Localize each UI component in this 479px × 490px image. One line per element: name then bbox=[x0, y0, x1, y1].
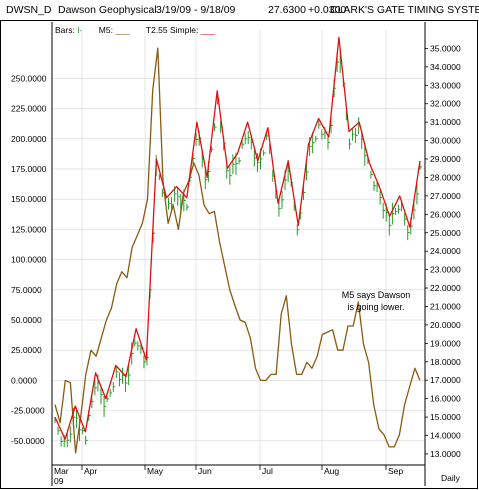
right-tick-label: 23.0000 bbox=[430, 265, 461, 275]
right-tick-label: 31.0000 bbox=[430, 117, 461, 127]
t2-series-line bbox=[54, 36, 421, 440]
x-tick-label: Apr bbox=[84, 466, 97, 476]
m5-series-line bbox=[54, 47, 421, 454]
right-tick-label: 26.0000 bbox=[430, 209, 461, 219]
left-tick-label: 100.0000 bbox=[11, 255, 47, 265]
right-tick-label: 25.0000 bbox=[430, 228, 461, 238]
right-tick-label: 18.0000 bbox=[430, 357, 461, 367]
left-tick-label: 50.0000 bbox=[11, 315, 42, 325]
right-tick-label: 32.0000 bbox=[430, 99, 461, 109]
chart-frame bbox=[0, 20, 478, 489]
left-tick-label: 250.0000 bbox=[11, 73, 47, 83]
system-title: CLARK'S GATE TIMING SYSTEM © bbox=[330, 4, 479, 16]
legend-bars-key: I- bbox=[77, 25, 83, 35]
periodicity-label: Daily bbox=[441, 473, 461, 483]
left-tick-label: -25.0000 bbox=[11, 406, 45, 416]
left-tick-label: 75.0000 bbox=[11, 285, 42, 295]
right-tick-label: 21.0000 bbox=[430, 301, 461, 311]
annotation-line-1: M5 says Dawson bbox=[342, 290, 411, 300]
chart-header: DWSN_D Dawson Geophysical 3/19/09 - 9/18… bbox=[0, 0, 479, 20]
x-tick-label: Sep bbox=[388, 466, 403, 476]
right-tick-label: 30.0000 bbox=[430, 136, 461, 146]
right-tick-label: 19.0000 bbox=[430, 338, 461, 348]
right-tick-label: 34.0000 bbox=[430, 62, 461, 72]
x-tick-label: Aug bbox=[324, 466, 339, 476]
legend-m5-key: ___ bbox=[115, 25, 130, 35]
company-name: Dawson Geophysical bbox=[58, 4, 157, 16]
last-price: 27.6300 bbox=[268, 4, 306, 16]
legend: Bars: I- M5: ___ T2.55 Simple: ___ bbox=[55, 25, 215, 35]
x-tick-label: May bbox=[147, 466, 164, 476]
x-tick-label: Jun bbox=[198, 466, 212, 476]
symbol-label: DWSN_D bbox=[6, 4, 52, 16]
t2-line bbox=[54, 36, 421, 440]
price-bars bbox=[54, 51, 422, 448]
right-tick-label: 35.0000 bbox=[430, 43, 461, 53]
axes bbox=[51, 22, 428, 486]
legend-t2-key: ___ bbox=[200, 25, 215, 35]
m5-line bbox=[54, 47, 421, 454]
right-tick-label: 13.0000 bbox=[430, 449, 461, 459]
grid-lines bbox=[52, 30, 425, 465]
right-tick-label: 22.0000 bbox=[430, 283, 461, 293]
annotation-line-2: is going lower. bbox=[347, 302, 404, 312]
right-tick-label: 15.0000 bbox=[430, 412, 461, 422]
right-tick-label: 14.0000 bbox=[430, 431, 461, 441]
right-tick-label: 33.0000 bbox=[430, 80, 461, 90]
left-tick-label: 175.0000 bbox=[11, 164, 47, 174]
left-axis-labels: -50.0000 -25.0000 0.0000 25.0000 50.0000 75.0… bbox=[11, 73, 47, 446]
legend-t2-label: T2.55 Simple: bbox=[145, 25, 199, 35]
x-axis-labels: Mar Apr May Jun Jul Aug Sep 09 bbox=[54, 466, 403, 486]
right-tick-label: 24.0000 bbox=[430, 246, 461, 256]
left-tick-label: 225.0000 bbox=[11, 104, 47, 114]
x-tick-label: Mar bbox=[54, 466, 69, 476]
price-change: +0.0300 bbox=[308, 4, 347, 16]
left-tick-label: 125.0000 bbox=[11, 224, 47, 234]
right-tick-label: 28.0000 bbox=[430, 172, 461, 182]
legend-m5-label: M5: bbox=[98, 25, 113, 35]
x-tick-label: Jul bbox=[262, 466, 273, 476]
date-range: 3/19/09 - 9/18/09 bbox=[156, 4, 236, 16]
right-tick-label: 16.0000 bbox=[430, 394, 461, 404]
x-year-label: 09 bbox=[54, 476, 64, 486]
legend-bars-label: Bars: bbox=[55, 25, 75, 35]
left-tick-label: -50.0000 bbox=[11, 436, 45, 446]
left-tick-label: 150.0000 bbox=[11, 194, 47, 204]
left-tick-label: 0.0000 bbox=[11, 375, 37, 385]
right-tick-label: 29.0000 bbox=[430, 154, 461, 164]
right-tick-label: 17.0000 bbox=[430, 375, 461, 385]
left-tick-label: 200.0000 bbox=[11, 134, 47, 144]
right-tick-label: 27.0000 bbox=[430, 191, 461, 201]
right-axis-labels: 13.0000 14.0000 15.0000 16.0000 17.0000 18.00… bbox=[430, 43, 461, 459]
left-tick-label: 25.0000 bbox=[11, 345, 42, 355]
right-tick-label: 20.0000 bbox=[430, 320, 461, 330]
